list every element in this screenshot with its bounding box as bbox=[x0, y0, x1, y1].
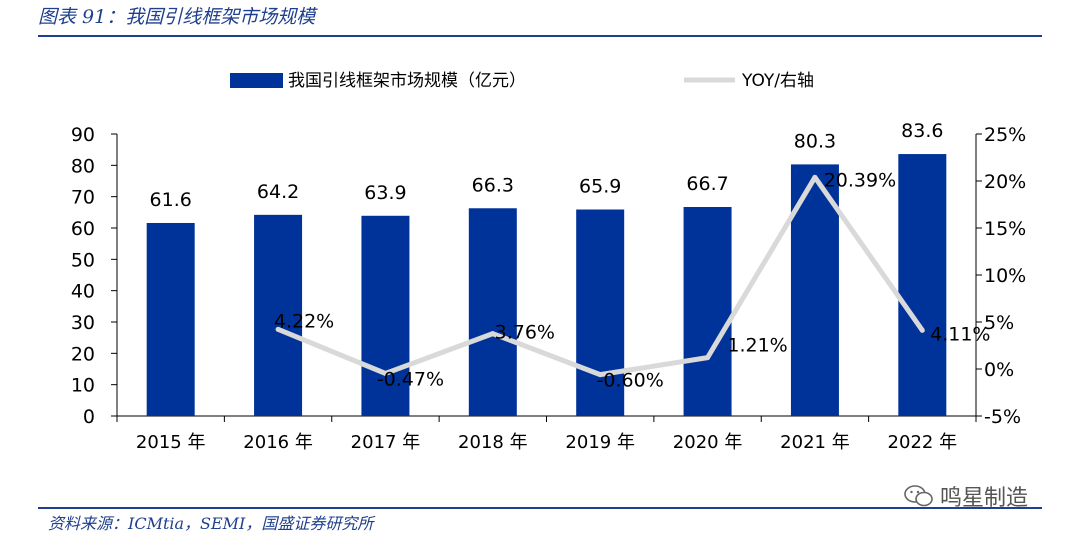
bar bbox=[898, 154, 947, 416]
left-tick-label: 40 bbox=[71, 281, 95, 303]
bar bbox=[683, 207, 732, 416]
right-tick-label: 25% bbox=[984, 124, 1026, 146]
left-tick-label: 0 bbox=[83, 406, 95, 428]
x-tick-label: 2021 年 bbox=[780, 432, 850, 453]
yoy-data-label: 4.22% bbox=[274, 310, 334, 332]
yoy-data-label: 20.39% bbox=[824, 169, 896, 191]
yoy-point bbox=[275, 326, 281, 332]
bar-data-label: 63.9 bbox=[364, 182, 406, 204]
bar-data-label: 66.7 bbox=[686, 173, 728, 195]
yoy-data-label: -0.47% bbox=[377, 368, 444, 390]
bottom-rule bbox=[38, 507, 1042, 509]
legend: 我国引线框架市场规模（亿元） YOY/右轴 bbox=[230, 71, 814, 91]
yoy-data-label: 3.76% bbox=[495, 322, 555, 344]
bar-data-label: 80.3 bbox=[794, 130, 836, 152]
bar-data-label: 61.6 bbox=[150, 189, 192, 211]
legend-bar-swatch bbox=[230, 73, 283, 88]
right-tick-label: 5% bbox=[984, 312, 1014, 334]
x-tick-label: 2016 年 bbox=[243, 432, 313, 453]
left-tick-label: 70 bbox=[71, 187, 95, 209]
yoy-point bbox=[490, 331, 496, 337]
wechat-icon bbox=[904, 485, 933, 507]
watermark-text: 鸣星制造 bbox=[940, 486, 1029, 511]
right-tick-label: 0% bbox=[984, 359, 1014, 381]
bar bbox=[361, 215, 410, 416]
legend-bar-label: 我国引线框架市场规模（亿元） bbox=[288, 71, 526, 91]
x-tick-label: 2015 年 bbox=[136, 432, 206, 453]
yoy-point bbox=[919, 327, 925, 333]
bar-data-label: 64.2 bbox=[257, 181, 299, 203]
bar bbox=[468, 208, 517, 416]
right-tick-label: 15% bbox=[984, 218, 1026, 240]
yoy-point bbox=[705, 355, 711, 361]
yoy-data-label: 1.21% bbox=[727, 335, 787, 357]
left-tick-label: 30 bbox=[71, 312, 95, 334]
x-tick-label: 2018 年 bbox=[458, 432, 528, 453]
left-tick-label: 20 bbox=[71, 343, 95, 365]
bar-data-label: 65.9 bbox=[579, 176, 621, 198]
right-tick-label: 20% bbox=[984, 171, 1026, 193]
legend-line-label: YOY/右轴 bbox=[741, 71, 814, 91]
right-tick-label: -5% bbox=[984, 406, 1021, 428]
bar bbox=[254, 214, 303, 416]
left-tick-label: 60 bbox=[71, 218, 95, 240]
x-tick-label: 2017 年 bbox=[351, 432, 421, 453]
yoy-data-label: 4.11% bbox=[930, 323, 990, 345]
yoy-point bbox=[382, 370, 388, 376]
x-tick-label: 2019 年 bbox=[565, 432, 635, 453]
figure-title: 图表 91：我国引线框架市场规模 bbox=[38, 6, 316, 28]
bar-data-label: 83.6 bbox=[901, 120, 943, 142]
left-tick-label: 50 bbox=[71, 249, 95, 271]
bar-data-label: 66.3 bbox=[472, 174, 514, 196]
yoy-point bbox=[597, 372, 603, 378]
bar bbox=[146, 222, 195, 416]
left-tick-label: 80 bbox=[71, 155, 95, 177]
yoy-data-label: -0.60% bbox=[597, 370, 664, 392]
right-tick-label: 10% bbox=[984, 265, 1026, 287]
data-labels: 61.6 64.2 63.9 66.3 65.9 66.7 80.3 83.6 4.22% -0.… bbox=[150, 120, 991, 392]
x-tick-label: 2020 年 bbox=[673, 432, 743, 453]
x-tick-label: 2022 年 bbox=[888, 432, 958, 453]
yoy-point bbox=[812, 174, 818, 180]
yoy-line bbox=[275, 174, 925, 378]
left-tick-label: 90 bbox=[71, 124, 95, 146]
source-note: 资料来源：ICMtia，SEMI，国盛证券研究所 bbox=[48, 514, 374, 533]
watermark: 鸣星制造 bbox=[904, 480, 1028, 512]
bar bbox=[576, 209, 625, 416]
left-tick-label: 10 bbox=[71, 375, 95, 397]
axes: 0 10 20 30 40 50 60 70 80 90 -5% 0% 5% 10% 15% 20% 25% 20… bbox=[71, 124, 1026, 453]
top-rule bbox=[38, 35, 1042, 37]
